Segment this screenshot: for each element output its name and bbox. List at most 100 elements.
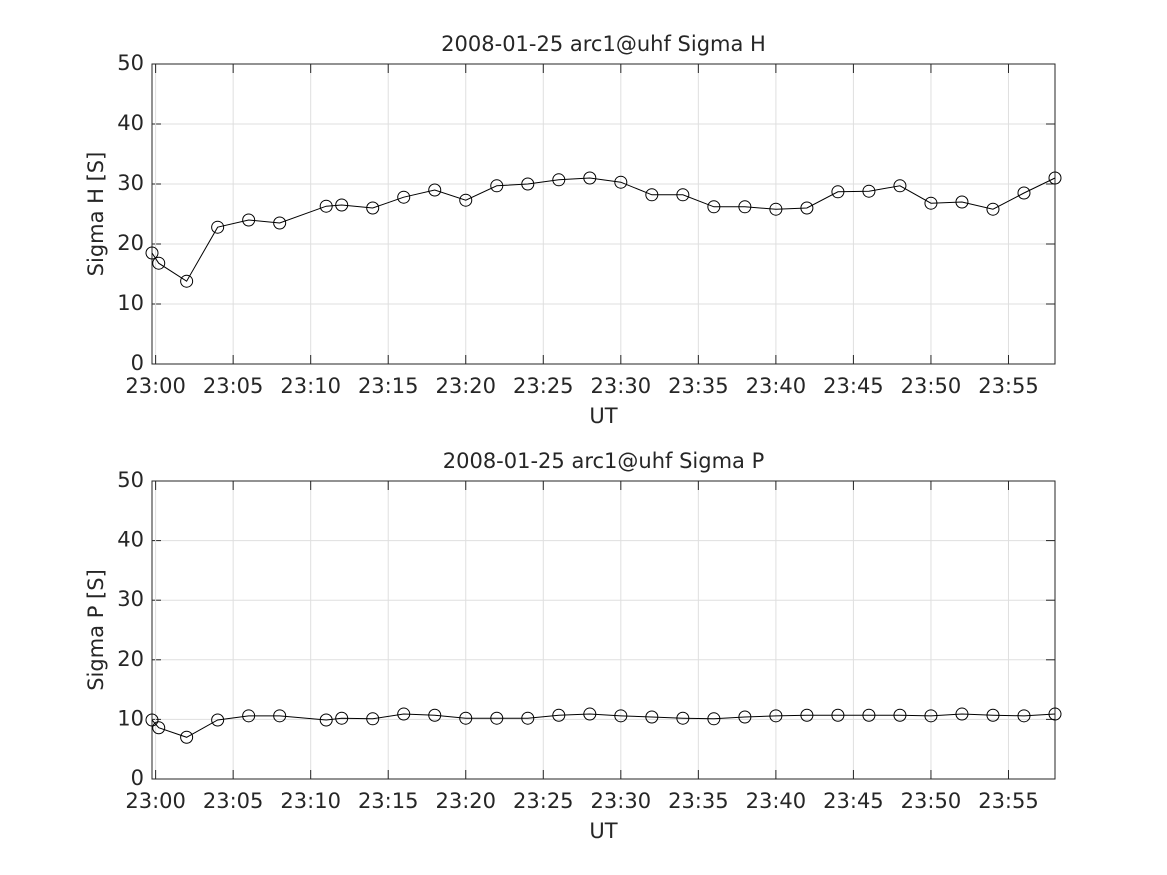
data-point [211,713,225,727]
y-tick-label: 20 [117,647,144,671]
data-point [769,202,783,216]
axes-box [151,63,1056,365]
data-point [1017,186,1031,200]
data-point [180,274,194,288]
data-point [831,708,845,722]
x-tick-label: 23:00 [125,789,186,813]
y-tick-label: 50 [117,51,144,75]
x-tick-label: 23:30 [591,789,652,813]
x-tick-label: 23:15 [358,374,419,398]
data-point [319,199,333,213]
data-line [151,177,1056,282]
axes-box [151,480,1056,780]
data-point [490,179,504,193]
x-axis-label: UT [589,404,617,428]
data-point [955,195,969,209]
data-point [152,256,166,270]
chart-title: 2008-01-25 arc1@uhf Sigma H [441,32,766,56]
y-tick-label: 50 [117,468,144,492]
data-point [583,707,597,721]
data-point [211,220,225,234]
y-tick-label: 20 [117,231,144,255]
data-point [862,184,876,198]
plot-area [152,481,1055,779]
data-point [769,709,783,723]
data-point [738,710,752,724]
data-point [521,711,535,725]
data-point [335,711,349,725]
x-tick-label: 23:55 [978,789,1039,813]
x-tick-label: 23:30 [591,374,652,398]
data-point [645,710,659,724]
x-axis-label: UT [589,819,617,843]
data-point [1048,171,1062,185]
data-point [614,175,628,189]
data-point [397,707,411,721]
data-point [145,246,159,260]
y-tick-label: 0 [131,351,144,375]
data-point [273,709,287,723]
data-point [397,190,411,204]
data-point [1017,709,1031,723]
data-point [893,179,907,193]
data-point [552,173,566,187]
x-tick-label: 23:05 [203,374,264,398]
data-point [707,712,721,726]
x-tick-label: 23:45 [823,789,884,813]
data-point [645,188,659,202]
x-tick-label: 23:00 [125,374,186,398]
data-line [151,713,1056,738]
data-point [924,709,938,723]
x-tick-label: 23:05 [203,789,264,813]
data-point [986,202,1000,216]
y-axis-label: Sigma P [S] [84,569,108,691]
data-point [366,712,380,726]
data-point [800,201,814,215]
y-tick-label: 30 [117,587,144,611]
data-point [707,200,721,214]
data-point [583,171,597,185]
data-point [676,711,690,725]
data-point [459,193,473,207]
x-tick-label: 23:50 [901,789,962,813]
x-tick-label: 23:50 [901,374,962,398]
data-point [800,708,814,722]
y-axis-label: Sigma H [S] [84,152,108,277]
x-tick-label: 23:40 [746,789,807,813]
data-point [242,213,256,227]
x-tick-label: 23:20 [435,374,496,398]
x-tick-label: 23:25 [513,789,574,813]
x-tick-label: 23:55 [978,374,1039,398]
x-tick-label: 23:10 [280,789,341,813]
x-tick-label: 23:20 [435,789,496,813]
x-tick-label: 23:35 [668,374,729,398]
x-tick-label: 23:40 [746,374,807,398]
data-point [152,721,166,735]
data-point [242,709,256,723]
x-tick-label: 23:45 [823,374,884,398]
data-point [1048,707,1062,721]
data-point [335,198,349,212]
y-tick-label: 30 [117,171,144,195]
chart-title: 2008-01-25 arc1@uhf Sigma P [443,449,765,473]
x-tick-label: 23:15 [358,789,419,813]
y-tick-label: 10 [117,706,144,730]
plot-area [152,64,1055,364]
data-point [955,707,969,721]
data-point [319,713,333,727]
data-point [521,177,535,191]
data-point [273,216,287,230]
data-point [428,183,442,197]
data-point [490,711,504,725]
x-tick-label: 23:35 [668,789,729,813]
data-point [145,713,159,727]
y-tick-label: 0 [131,766,144,790]
data-point [366,201,380,215]
data-point [676,188,690,202]
data-point [986,708,1000,722]
data-point [459,711,473,725]
y-tick-label: 10 [117,291,144,315]
x-tick-label: 23:25 [513,374,574,398]
data-point [924,196,938,210]
